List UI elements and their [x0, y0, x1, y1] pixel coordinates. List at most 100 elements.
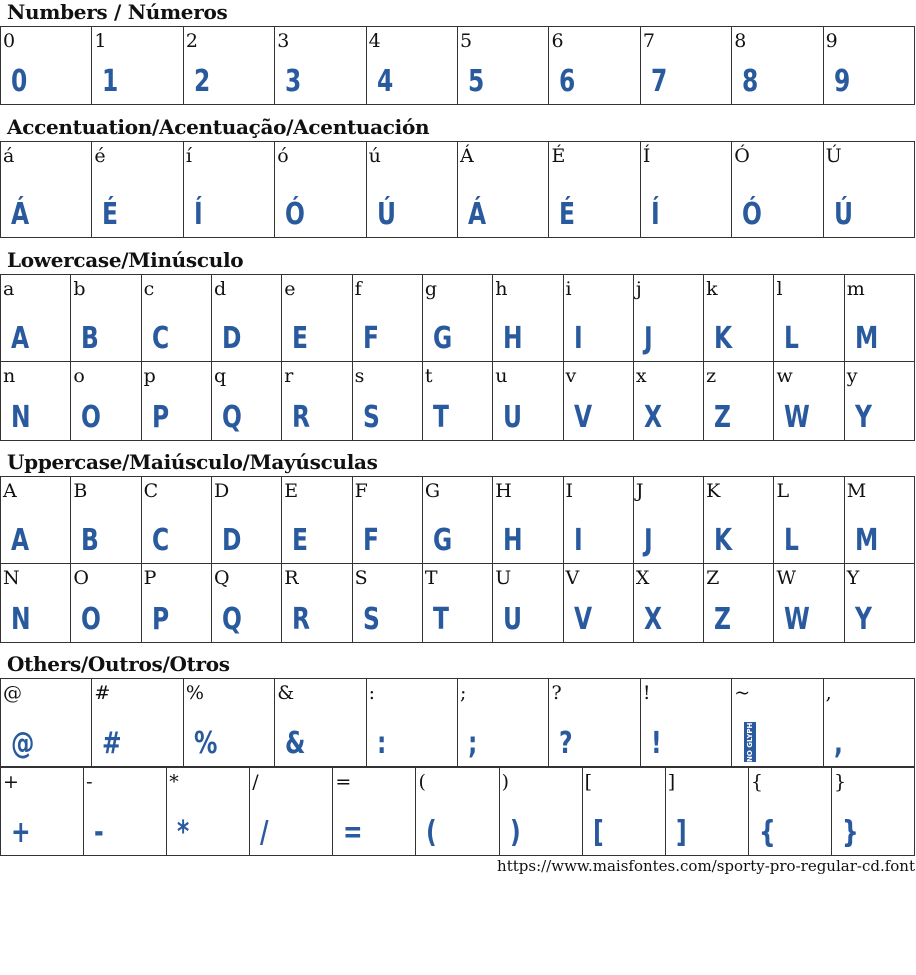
glyph-sample: Í [650, 197, 660, 232]
character-label: 5 [460, 30, 473, 52]
glyph-sample: C [151, 321, 169, 356]
character-label: a [3, 278, 15, 300]
character-label: ( [418, 771, 426, 793]
glyph-cell: @ @ [1, 679, 93, 767]
glyph-sample: & [285, 726, 306, 761]
character-label: % [185, 682, 204, 704]
glyph-sample: P [151, 602, 169, 637]
glyph-cell: ]] [665, 768, 749, 856]
character-label: : [368, 682, 376, 704]
character-label: ! [642, 682, 651, 704]
glyph-sample: % [193, 726, 218, 761]
character-label: ó [277, 145, 289, 167]
character-label: n [3, 365, 16, 387]
glyph-sample: D [221, 321, 242, 356]
footer-url[interactable]: https://www.maisfontes.com/sporty-pro-re… [497, 857, 915, 875]
character-label: É [551, 145, 566, 167]
character-label: 3 [277, 30, 290, 52]
character-label: J [635, 480, 644, 502]
character-label: 2 [185, 30, 198, 52]
character-label: H [495, 480, 512, 502]
character-label: o [73, 365, 85, 387]
character-label: + [3, 771, 19, 793]
character-label: z [706, 365, 717, 387]
glyph-sample: U [503, 400, 523, 435]
glyph-cell: / / [250, 768, 334, 856]
glyph-sample: T [432, 602, 449, 637]
glyph-sample: J [643, 523, 653, 558]
character-label: e [284, 278, 296, 300]
character-label: d [213, 278, 227, 300]
character-label: Ú [825, 145, 842, 167]
glyph-cell: [[ [582, 768, 666, 856]
glyph-cell: )) [499, 768, 583, 856]
character-label: k [706, 278, 718, 300]
glyph-sample: 3 [285, 64, 302, 99]
glyph-sample: ) [509, 815, 521, 850]
character-label: ) [501, 771, 509, 793]
glyph-sample: + [11, 815, 31, 850]
glyph-sample: ( [426, 815, 438, 850]
glyph-sample: # [102, 726, 123, 761]
character-label: # [94, 682, 111, 704]
glyph-cell: ?? [549, 679, 641, 767]
character-label: C [143, 480, 159, 502]
glyph-sample: V [573, 400, 592, 435]
glyph-sample: N [11, 400, 31, 435]
glyph-sample: E [292, 321, 309, 356]
character-label: u [495, 365, 508, 387]
character-label: s [354, 365, 365, 387]
character-label: ? [551, 682, 562, 704]
glyph-sample: W [784, 602, 811, 637]
glyph-sample: N [11, 602, 31, 637]
section-title: Accentuation/Acentuação/Acentuación [7, 115, 430, 139]
character-label: T [424, 567, 438, 589]
glyph-cell: ;; [458, 679, 550, 767]
glyph-cell: !! [640, 679, 733, 767]
glyph-sample: ] [675, 815, 687, 850]
character-label: v [565, 365, 577, 387]
glyph-sample: Y [854, 400, 872, 435]
character-label: W [776, 567, 796, 589]
glyph-sample: F [362, 321, 379, 356]
glyph-sample: G [432, 321, 453, 356]
glyph-sample: F [362, 523, 379, 558]
character-label: P [143, 567, 157, 589]
glyph-sample: C [151, 523, 169, 558]
character-label: í [185, 145, 192, 167]
character-label: m [846, 278, 865, 300]
glyph-cell: + + [1, 768, 85, 856]
glyph-cell: {{ [748, 768, 832, 856]
character-label: r [284, 365, 294, 387]
glyph-sample: G [432, 523, 453, 558]
character-label: G [424, 480, 441, 502]
glyph-sample: A [11, 321, 30, 356]
